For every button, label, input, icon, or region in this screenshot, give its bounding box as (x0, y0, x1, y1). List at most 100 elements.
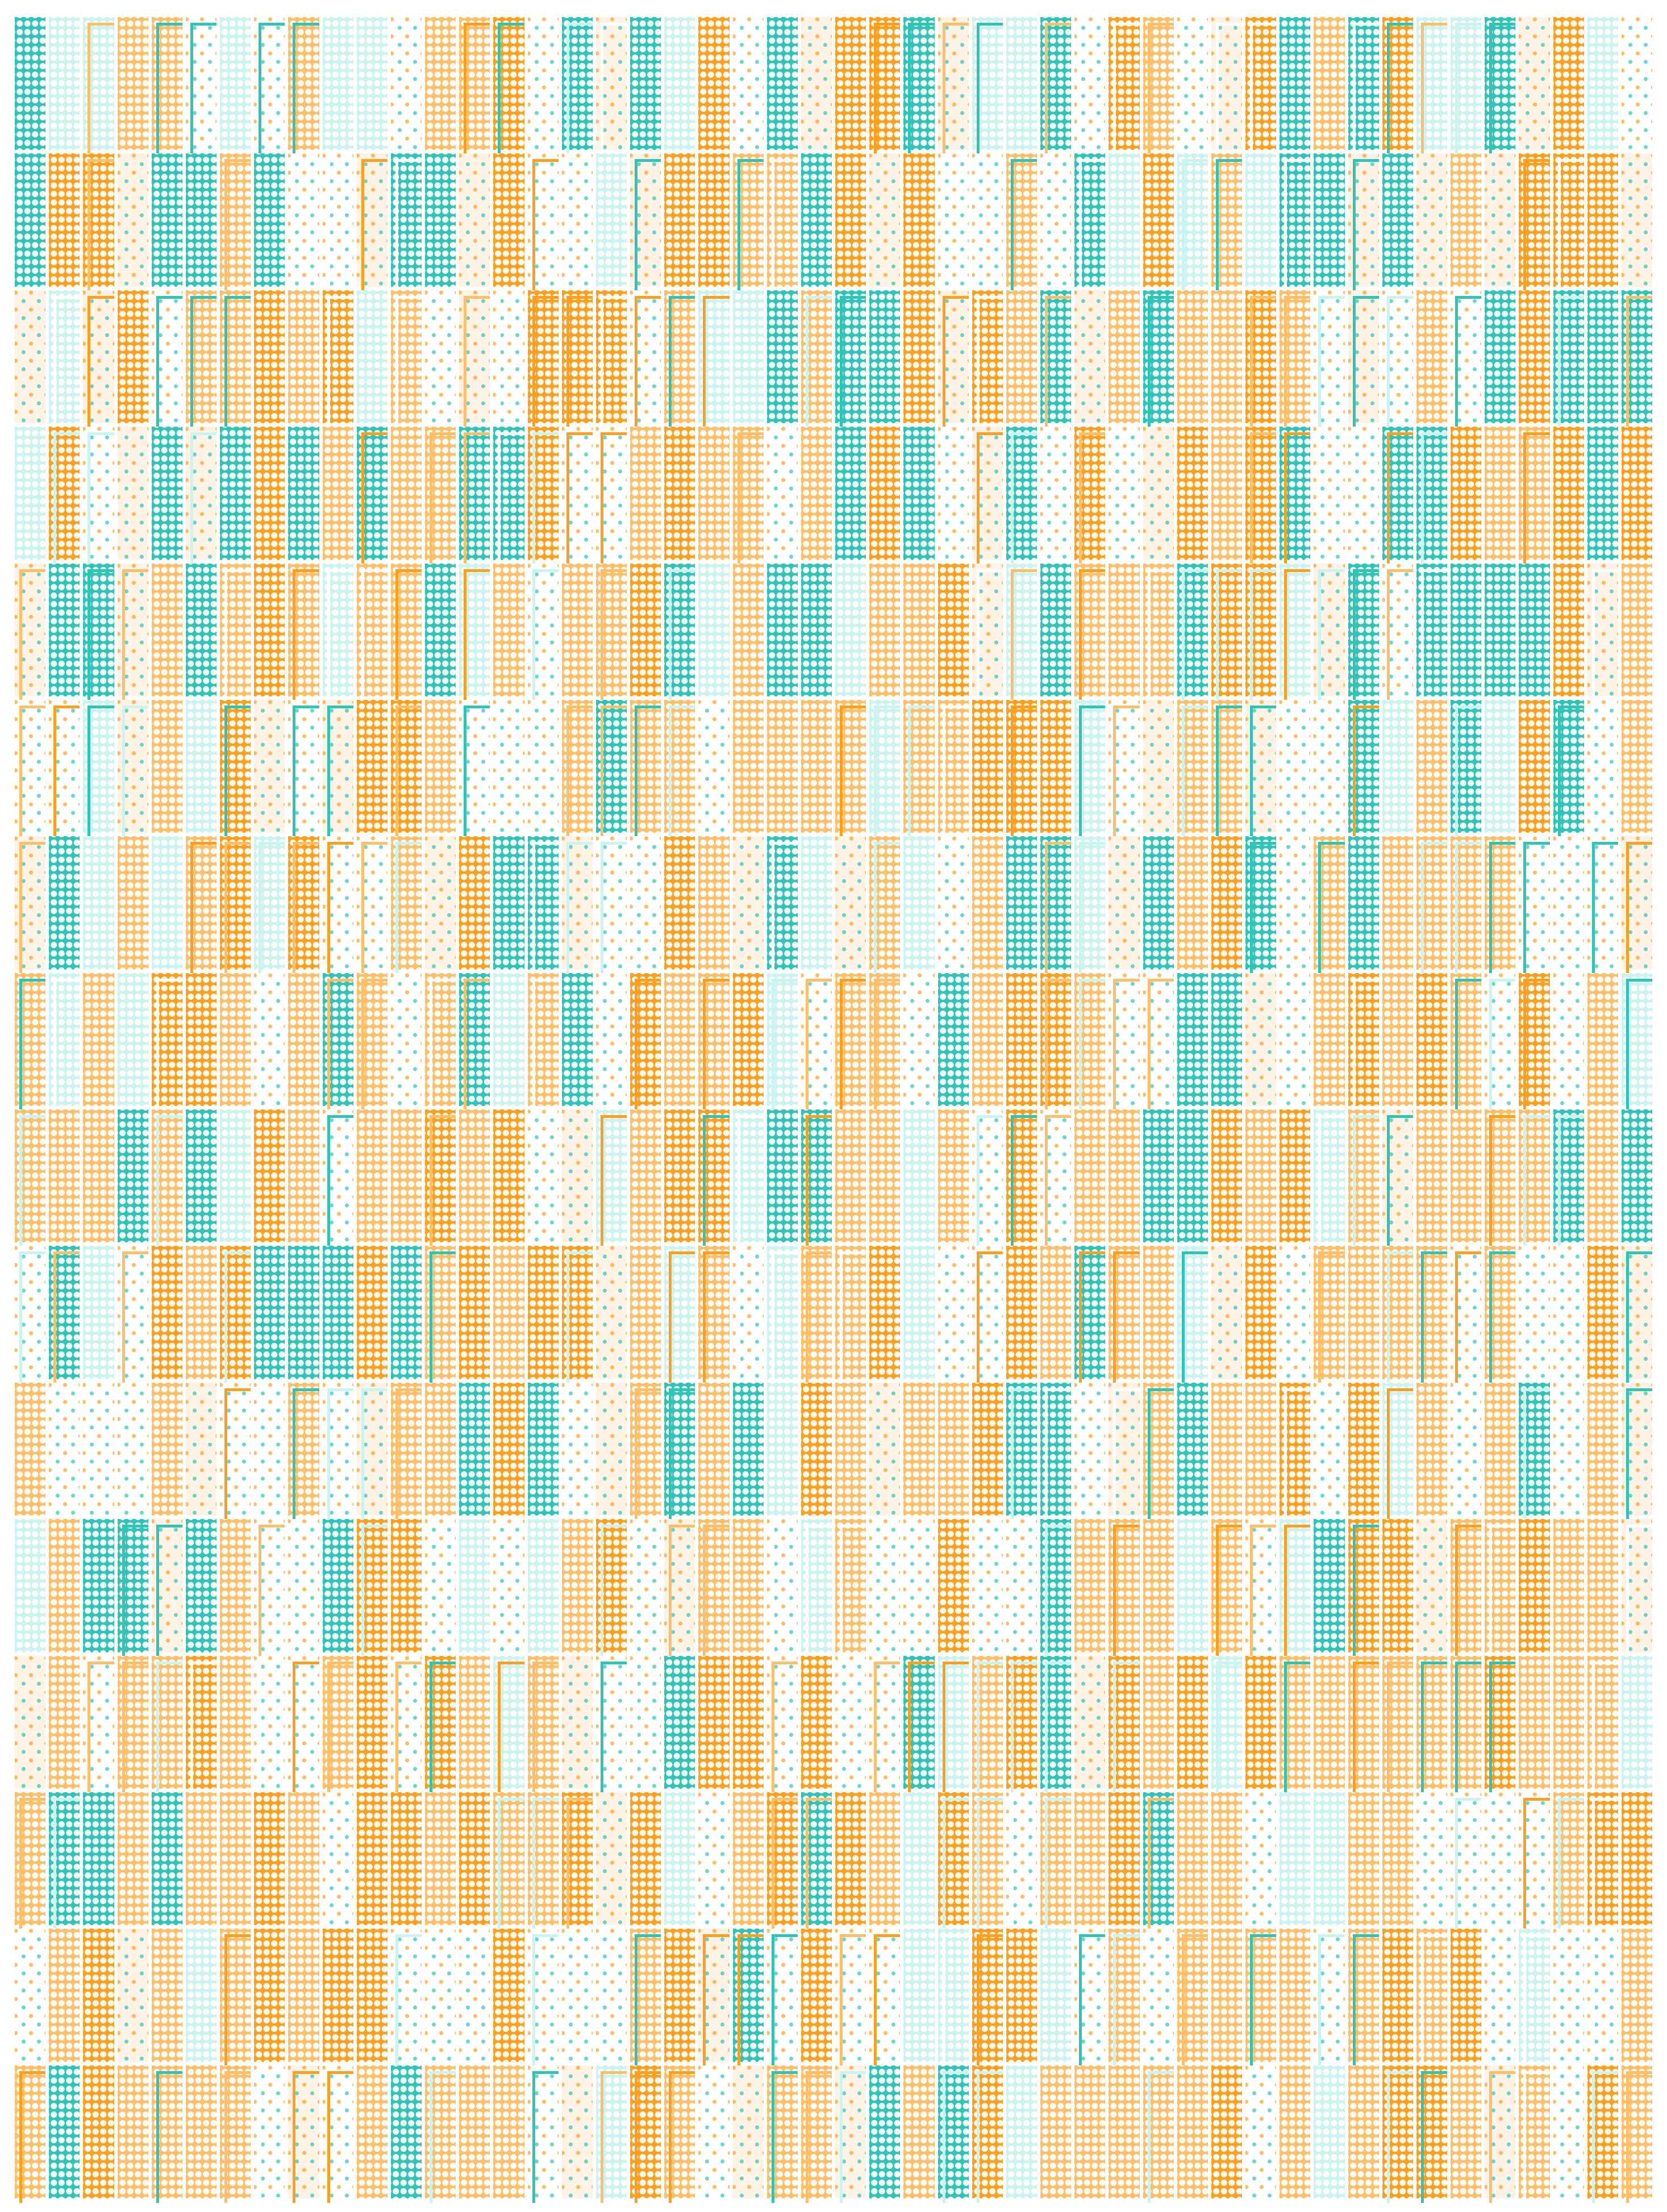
pattern-tile (356, 1246, 387, 1379)
tile-outline (771, 1934, 798, 2067)
pattern-tile (698, 290, 730, 428)
dot-texture (1177, 427, 1208, 560)
tile-outline (942, 23, 969, 155)
tile-outline (87, 569, 114, 701)
pattern-tile (356, 1382, 387, 1521)
pattern-tile (1348, 427, 1379, 560)
dot-texture (1280, 2065, 1311, 2198)
tile-outline (1113, 23, 1140, 155)
tile-outline (1250, 23, 1277, 155)
dot-texture (185, 1519, 216, 1652)
pattern-tile (1416, 836, 1447, 974)
tile-outline (1181, 1251, 1208, 1384)
pattern-tile (288, 1929, 319, 2062)
pattern-tile (732, 836, 764, 970)
pattern-tile (151, 973, 182, 1111)
dot-texture (1553, 1519, 1584, 1652)
tile-outline (1523, 1388, 1550, 1521)
tile-outline (1489, 978, 1516, 1111)
dot-texture (322, 427, 353, 560)
tile-outline (1045, 295, 1072, 428)
dot-texture (1211, 1246, 1242, 1379)
dot-texture (869, 1109, 901, 1243)
dot-texture (1040, 563, 1072, 696)
pattern-tile (1245, 17, 1277, 155)
dot-texture (425, 1519, 456, 1652)
pattern-tile (1382, 1382, 1413, 1521)
pattern-tile (1348, 1109, 1379, 1247)
pattern-tile (1143, 563, 1174, 701)
dot-texture (1451, 1382, 1482, 1516)
pattern-tile (835, 427, 866, 560)
dot-texture (801, 1655, 832, 1789)
dot-texture (835, 1109, 866, 1243)
pattern-tile (322, 973, 353, 1111)
pattern-tile (1314, 17, 1345, 151)
pattern-tile (698, 1246, 730, 1384)
dot-texture (356, 2065, 387, 2198)
dot-texture (1280, 699, 1311, 833)
dot-texture (1143, 1519, 1174, 1652)
pattern-tile (869, 1382, 901, 1516)
pattern-tile (322, 699, 353, 838)
pattern-tile (664, 17, 695, 151)
pattern-tile (117, 2065, 148, 2198)
pattern-tile (1519, 1246, 1550, 1379)
tile-outline (771, 1251, 798, 1384)
dot-texture (1587, 1246, 1618, 1379)
pattern-tile (1621, 2065, 1652, 2203)
pattern-tile (1451, 836, 1482, 974)
tile-outline (1284, 1661, 1311, 1793)
tile-outline (703, 978, 730, 1111)
dot-texture (425, 1792, 456, 1926)
pattern-tile (595, 1519, 627, 1657)
pattern-tile (117, 1792, 148, 1926)
pattern-tile (493, 1246, 524, 1379)
pattern-tile (356, 153, 387, 291)
pattern-tile (801, 2065, 832, 2203)
pattern-tile (1177, 836, 1208, 970)
pattern-tile (288, 1109, 319, 1243)
pattern-tile (1314, 1109, 1345, 1247)
dot-texture (151, 1382, 182, 1516)
dot-texture (151, 563, 182, 696)
dot-texture (869, 1519, 901, 1652)
tile-outline (395, 295, 422, 428)
dot-texture (117, 836, 148, 970)
tile-outline (1420, 1934, 1447, 2067)
dot-texture (801, 1382, 832, 1516)
dot-texture (459, 1519, 490, 1652)
pattern-tile (356, 290, 387, 424)
dot-texture (766, 699, 798, 833)
tile-outline (1557, 1115, 1584, 1247)
dot-texture (185, 1109, 216, 1243)
pattern-tile (1553, 836, 1584, 970)
pattern-tile (1280, 1792, 1311, 1926)
tile-outline (1489, 1525, 1516, 1657)
pattern-tile (835, 1655, 866, 1789)
pattern-tile (1485, 290, 1516, 424)
pattern-tile (390, 1382, 422, 1521)
pattern-tile (732, 1519, 764, 1652)
dot-texture (1485, 699, 1516, 833)
pattern-tile (1416, 1382, 1447, 1516)
pattern-tile (15, 836, 46, 974)
tile-outline (1352, 569, 1379, 701)
pattern-tile (1108, 17, 1140, 155)
pattern-tile (1451, 17, 1482, 155)
pattern-tile (664, 699, 695, 838)
tile-outline (224, 295, 251, 428)
tile-outline (737, 1251, 764, 1384)
pattern-tile (254, 1246, 285, 1379)
dot-texture (493, 563, 524, 696)
dot-texture (83, 1792, 114, 1926)
dot-texture (151, 836, 182, 970)
tile-outline (600, 842, 627, 974)
dot-texture (527, 1109, 559, 1243)
tile-outline (600, 295, 627, 428)
pattern-tile (698, 1929, 730, 2067)
dot-texture (1108, 836, 1140, 970)
pattern-tile (493, 2065, 524, 2198)
pattern-tile (801, 973, 832, 1111)
tile-outline (464, 978, 490, 1111)
